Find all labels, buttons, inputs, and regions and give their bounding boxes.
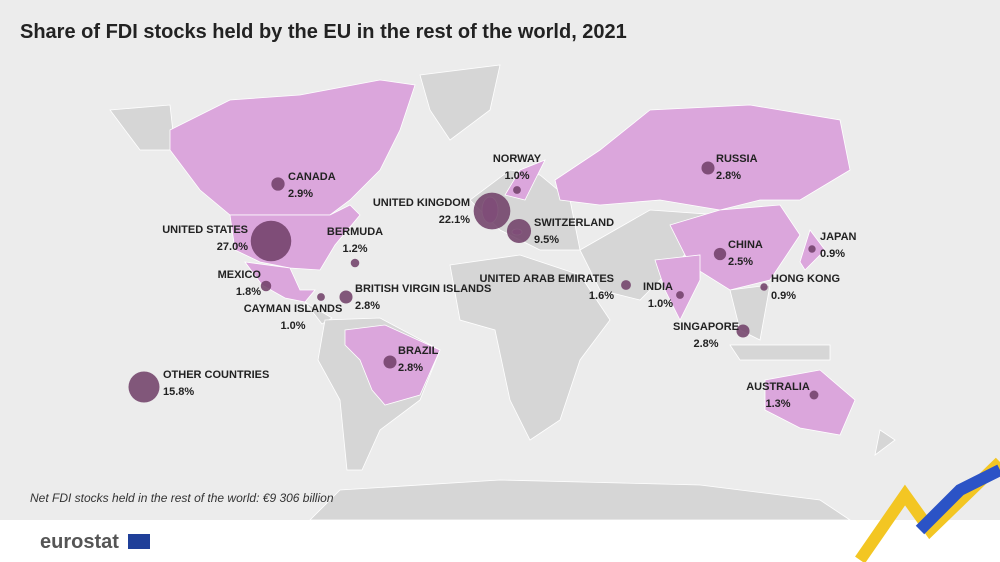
value-label: 1.0% (504, 170, 529, 182)
value-label: 2.9% (288, 188, 313, 200)
country-name: SWITZERLAND (534, 217, 614, 229)
value-label: 9.5% (534, 234, 559, 246)
value-label: 1.6% (589, 290, 614, 302)
country-name: OTHER COUNTRIES (163, 369, 269, 381)
bubble (808, 245, 816, 253)
country-name: UNITED KINGDOM (373, 197, 470, 209)
country-name: BRITISH VIRGIN ISLANDS (355, 283, 491, 295)
value-label: 0.9% (820, 248, 845, 260)
country-name: CAYMAN ISLANDS (244, 303, 343, 315)
canada (169, 79, 416, 216)
country-name: INDIA (643, 281, 673, 293)
bubble (713, 247, 727, 261)
value-label: 2.8% (398, 362, 423, 374)
bubble (271, 177, 285, 191)
value-label: 1.3% (765, 398, 790, 410)
value-label: 2.8% (355, 300, 380, 312)
greenland (419, 64, 501, 141)
country-name: UNITED STATES (162, 224, 248, 236)
country-name: HONG KONG (771, 273, 840, 285)
country-name: UNITED ARAB EMIRATES (480, 273, 614, 285)
value-label: 1.8% (236, 286, 261, 298)
country-name: NORWAY (493, 153, 542, 165)
europe (469, 169, 581, 251)
country-name: CANADA (288, 171, 336, 183)
decor-blue (915, 464, 1000, 535)
value-label: 27.0% (217, 241, 248, 253)
bubble (736, 324, 750, 338)
map (109, 64, 896, 521)
bubble (473, 192, 511, 230)
bubble (506, 218, 532, 244)
footer (0, 520, 1000, 562)
africa (449, 254, 611, 441)
value-label: 1.0% (648, 298, 673, 310)
country-name: SINGAPORE (673, 321, 739, 333)
eu-flag (128, 534, 150, 549)
bubble (383, 355, 397, 369)
decor-yellow (855, 457, 1000, 562)
bubble (250, 220, 292, 262)
value-label: 2.5% (728, 256, 753, 268)
bubble (339, 290, 353, 304)
bubble (260, 280, 272, 292)
country-name: CHINA (728, 239, 763, 251)
bubble (621, 280, 631, 290)
bubble (701, 161, 715, 175)
india (654, 254, 701, 321)
indonesia (729, 344, 831, 361)
australia (764, 369, 856, 436)
country-name: BERMUDA (327, 226, 383, 238)
value-label: 0.9% (771, 290, 796, 302)
bubble (676, 291, 684, 299)
bubble (350, 258, 360, 268)
new-zealand (874, 429, 896, 456)
bubble (513, 186, 521, 194)
bubble (317, 293, 325, 301)
logo: eurostat (40, 531, 119, 553)
bubble (809, 390, 819, 400)
bubble (128, 371, 160, 403)
bubbles: UNITED STATES 27.0% CANADA 2.9% BERMUDA 1.2% M… (128, 153, 857, 410)
country-name: BRAZIL (398, 345, 439, 357)
country-name: JAPAN (820, 231, 857, 243)
country-name: RUSSIA (716, 153, 758, 165)
note: Net FDI stocks held in the rest of the w… (30, 491, 334, 505)
value-label: 15.8% (163, 386, 194, 398)
value-label: 2.8% (716, 170, 741, 182)
bubble (760, 283, 768, 291)
country-name: AUSTRALIA (746, 381, 810, 393)
value-label: 1.2% (342, 243, 367, 255)
value-label: 2.8% (693, 338, 718, 350)
russia (554, 104, 851, 211)
country-name: MEXICO (218, 269, 262, 281)
value-label: 22.1% (439, 214, 470, 226)
title: Share of FDI stocks held by the EU in th… (20, 21, 627, 43)
value-label: 1.0% (280, 320, 305, 332)
